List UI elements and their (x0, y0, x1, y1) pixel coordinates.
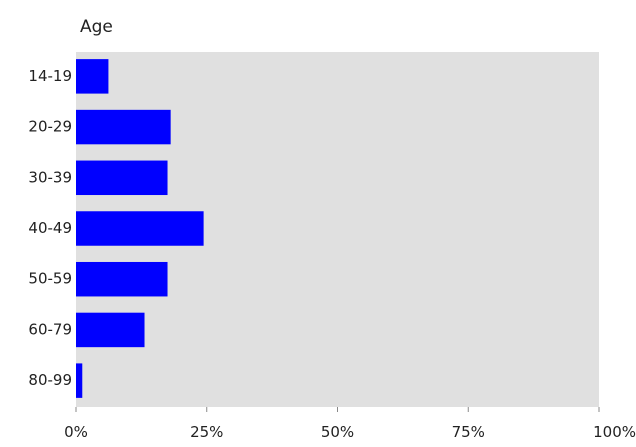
y-axis-labels: 14-19 20-29 30-39 40-49 50-59 60-79 80-99 (28, 67, 72, 389)
y-tick-label: 80-99 (28, 371, 72, 389)
bar-30-39 (76, 160, 168, 196)
y-tick-label: 30-39 (28, 168, 72, 186)
bars (76, 59, 204, 398)
bar-80-99 (76, 363, 83, 398)
bar-14-19 (76, 59, 109, 94)
x-tick-label: 75% (452, 423, 485, 441)
x-tick-label: 100% (593, 423, 636, 441)
x-tick-label: 50% (321, 423, 354, 441)
bar-50-59 (76, 261, 168, 297)
bar-40-49 (76, 211, 204, 246)
x-tick-label: 25% (190, 423, 223, 441)
chart-title: Age (80, 17, 113, 37)
bar-60-79 (76, 312, 145, 348)
y-tick-label: 50-59 (28, 270, 72, 288)
x-tick-label: 0% (64, 423, 88, 441)
bar-20-29 (76, 109, 171, 145)
y-tick-label: 14-19 (28, 67, 72, 85)
x-axis-ticks: 0% 25% 50% 75% 100% (64, 407, 636, 441)
y-tick-label: 60-79 (28, 320, 72, 338)
y-tick-label: 40-49 (28, 219, 72, 237)
y-tick-label: 20-29 (28, 118, 72, 136)
